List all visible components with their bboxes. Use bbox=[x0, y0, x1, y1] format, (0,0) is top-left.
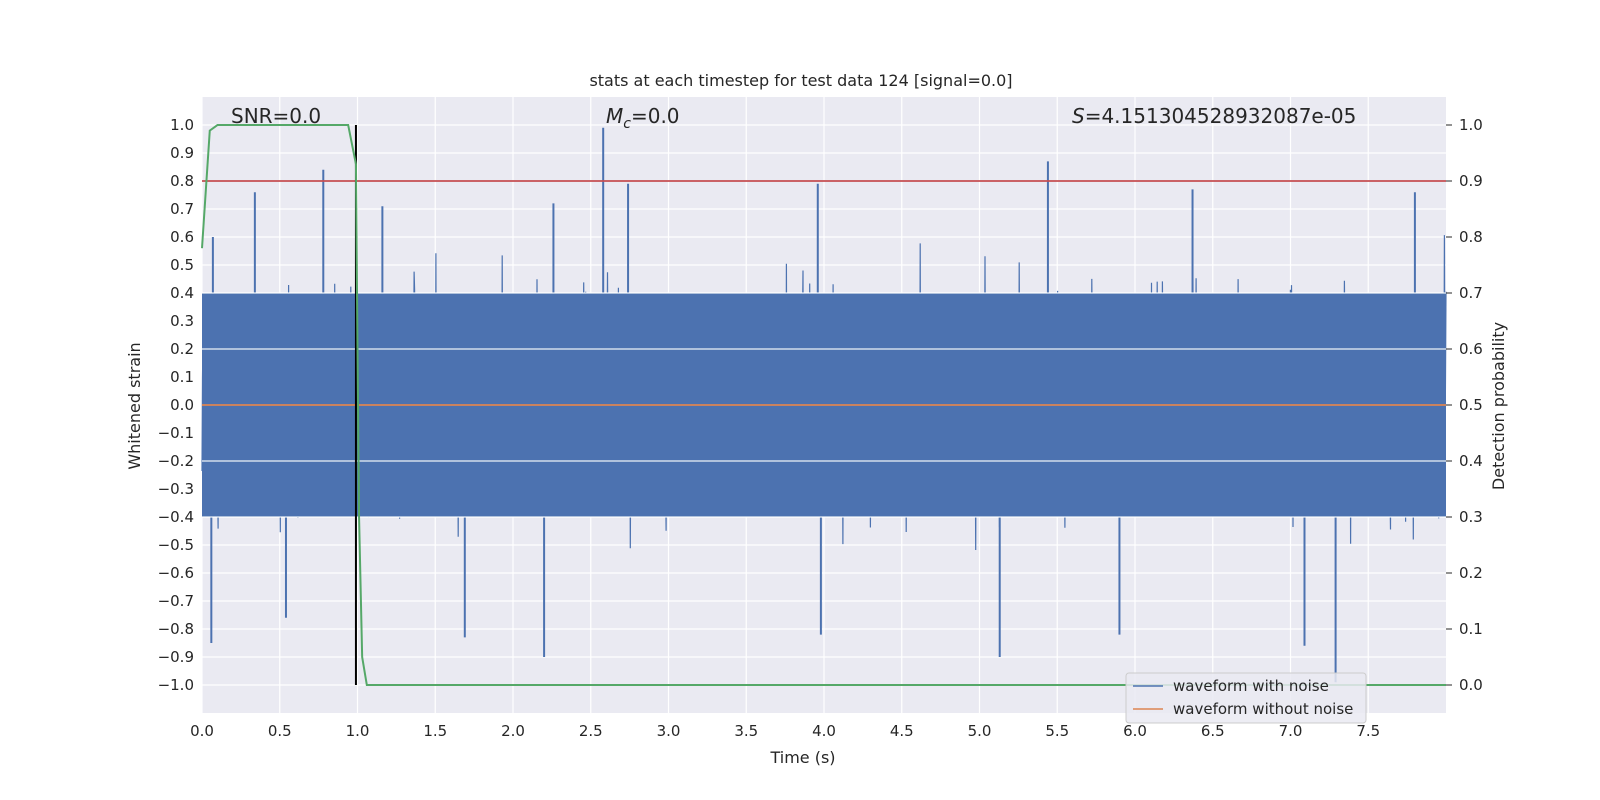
y-tick-label: 0.0 bbox=[170, 396, 194, 414]
x-tick-label: 4.0 bbox=[812, 722, 836, 740]
y2-tick-label: 0.3 bbox=[1459, 508, 1483, 526]
line-layer bbox=[201, 124, 1446, 686]
y-tick-label: −0.4 bbox=[158, 508, 194, 526]
x-tick-label: 3.5 bbox=[734, 722, 758, 740]
s-variable: S bbox=[1072, 104, 1085, 128]
y-tick-label: 0.1 bbox=[170, 368, 194, 386]
y-tick-label: 0.2 bbox=[170, 340, 194, 358]
detection-probability-line bbox=[201, 124, 1446, 686]
mc-annotation: Mc=0.0 bbox=[606, 104, 680, 132]
x-tick-label: 3.0 bbox=[657, 722, 681, 740]
x-tick-label: 6.0 bbox=[1123, 722, 1147, 740]
y2-tick-label: 0.4 bbox=[1459, 452, 1483, 470]
s-annotation: S=4.151304528932087e-05 bbox=[1072, 104, 1356, 128]
mc-value: =0.0 bbox=[631, 104, 680, 128]
y-tick-label: 0.8 bbox=[170, 172, 194, 190]
y-tick-label: 0.3 bbox=[170, 312, 194, 330]
y2-tick-label: 0.7 bbox=[1459, 284, 1483, 302]
x-tick-label: 2.5 bbox=[579, 722, 603, 740]
y-tick-label: 0.5 bbox=[170, 256, 194, 274]
legend-label-without-noise: waveform without noise bbox=[1173, 700, 1353, 718]
y-tick-label: −1.0 bbox=[158, 676, 194, 694]
x-tick-label: 2.0 bbox=[501, 722, 525, 740]
x-axis-title: Time (s) bbox=[769, 748, 835, 767]
chart-title: stats at each timestep for test data 124… bbox=[589, 71, 1012, 90]
y2-axis-title: Detection probability bbox=[1489, 322, 1508, 490]
y-axis-title: Whitened strain bbox=[125, 342, 144, 469]
y-tick-label: −0.7 bbox=[158, 592, 194, 610]
x-tick-label: 7.5 bbox=[1356, 722, 1380, 740]
y-tick-label: 0.6 bbox=[170, 228, 194, 246]
y-tick-label: −0.2 bbox=[158, 452, 194, 470]
x-tick-label: 1.5 bbox=[423, 722, 447, 740]
legend-box bbox=[1125, 672, 1367, 724]
x-tick-label: 1.0 bbox=[346, 722, 370, 740]
y-tick-label: −0.1 bbox=[158, 424, 194, 442]
y-tick-label: 0.7 bbox=[170, 200, 194, 218]
mc-subscript: c bbox=[623, 116, 631, 132]
y2-tick-label: 0.5 bbox=[1459, 396, 1483, 414]
y-tick-label: −0.9 bbox=[158, 648, 194, 666]
mc-variable: M bbox=[606, 104, 623, 128]
s-value: =4.151304528932087e-05 bbox=[1085, 104, 1357, 128]
y2-tick-label: 0.9 bbox=[1459, 172, 1483, 190]
x-tick-label: 7.0 bbox=[1279, 722, 1303, 740]
y2-tick-label: 0.1 bbox=[1459, 620, 1483, 638]
y2-tick-label: 0.6 bbox=[1459, 340, 1483, 358]
y2-tick-label: 0.0 bbox=[1459, 676, 1483, 694]
y2-tick-label: 1.0 bbox=[1459, 116, 1483, 134]
legend: waveform with noise waveform without noi… bbox=[1125, 672, 1367, 724]
snr-annotation: SNR=0.0 bbox=[231, 104, 321, 128]
x-tick-label: 4.5 bbox=[890, 722, 914, 740]
x-tick-label: 6.5 bbox=[1201, 722, 1225, 740]
axes: 0.0 0.5 1.0 1.5 2.0 2.5 3.0 3.5 4.0 4.5 5.0 5.5 6.0 6… bbox=[158, 116, 1483, 740]
legend-label-with-noise: waveform with noise bbox=[1173, 677, 1329, 695]
y2-tick-label: 0.8 bbox=[1459, 228, 1483, 246]
x-tick-label: 5.5 bbox=[1045, 722, 1069, 740]
x-tick-label: 0.5 bbox=[268, 722, 292, 740]
y-tick-label: −0.5 bbox=[158, 536, 194, 554]
y-tick-label: −0.6 bbox=[158, 564, 194, 582]
y2-tick-label: 0.2 bbox=[1459, 564, 1483, 582]
y-tick-label: −0.8 bbox=[158, 620, 194, 638]
y-tick-label: −0.3 bbox=[158, 480, 194, 498]
y-tick-label: 1.0 bbox=[170, 116, 194, 134]
y-tick-label: 0.4 bbox=[170, 284, 194, 302]
x-tick-label: 5.0 bbox=[968, 722, 992, 740]
x-tick-label: 0.0 bbox=[190, 722, 214, 740]
y-tick-label: 0.9 bbox=[170, 144, 194, 162]
